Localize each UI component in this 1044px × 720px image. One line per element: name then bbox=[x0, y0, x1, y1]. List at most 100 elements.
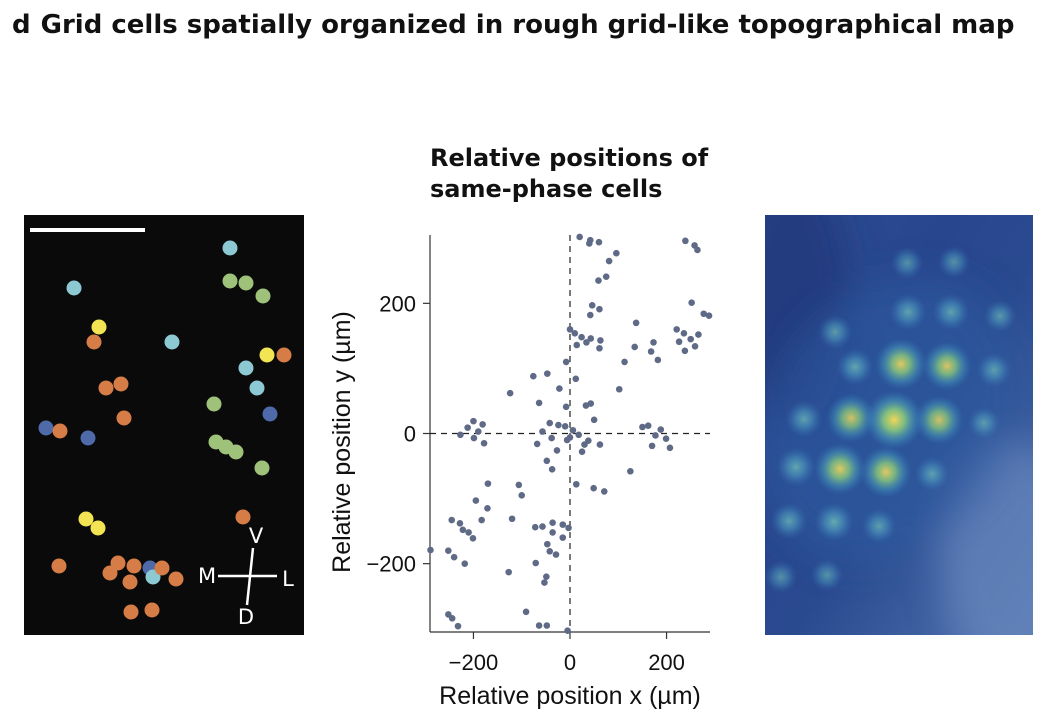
chart-title-line-2: same-phase cells bbox=[430, 175, 663, 203]
cell-dot-green bbox=[222, 273, 238, 289]
scatter-point bbox=[596, 305, 603, 313]
heatmap-blob bbox=[776, 447, 816, 487]
y-tick-label: −200 bbox=[366, 552, 416, 577]
scatter-point bbox=[464, 424, 471, 431]
scatter-point bbox=[474, 428, 482, 435]
scatter-point bbox=[691, 342, 699, 350]
scatter-point bbox=[615, 385, 623, 393]
cell-dot-orange bbox=[144, 602, 160, 618]
cell-dot-cyan bbox=[66, 280, 82, 296]
scatter-point bbox=[573, 341, 581, 349]
scatter-point bbox=[682, 237, 689, 245]
cell-dot-yellow bbox=[91, 319, 107, 335]
panel-letter: d bbox=[12, 10, 31, 40]
scatter-point bbox=[456, 520, 464, 527]
scatter-point bbox=[576, 233, 583, 241]
scatter-point bbox=[571, 329, 579, 337]
scatter-point bbox=[544, 370, 551, 377]
scatter-point bbox=[461, 560, 469, 567]
panel-title: d Grid cells spatially organized in rough… bbox=[12, 10, 1014, 40]
x-ticks: −200 0 200 bbox=[449, 632, 685, 675]
y-ticks: −200 0 200 bbox=[366, 291, 430, 577]
cell-dot-orange bbox=[126, 558, 142, 574]
scatter-point bbox=[457, 431, 464, 439]
heatmap-blob bbox=[861, 508, 897, 544]
scatter-point bbox=[535, 399, 543, 407]
scatter-point bbox=[508, 515, 516, 523]
scatter-point bbox=[613, 249, 620, 257]
heatmap-blob bbox=[765, 560, 798, 594]
x-axis-label: Relative position x (µm) bbox=[439, 682, 701, 710]
heatmap-blob bbox=[976, 352, 1012, 388]
scatter-point bbox=[662, 435, 670, 443]
cell-dots bbox=[38, 240, 292, 620]
cell-dot-blue bbox=[262, 406, 278, 422]
scatter-point bbox=[530, 372, 537, 380]
heatmap-blob bbox=[785, 400, 823, 438]
scatter-point bbox=[561, 423, 569, 430]
y-axis-label: Relative position y (µm) bbox=[328, 311, 356, 573]
scatter-point bbox=[681, 347, 689, 355]
scatter-point bbox=[572, 480, 580, 488]
heatmap-blob bbox=[922, 341, 972, 391]
scatter-point bbox=[459, 526, 467, 534]
scatter-point bbox=[427, 546, 434, 554]
compass-label-d: D bbox=[238, 605, 254, 629]
chart-title-line-1: Relative positions of bbox=[430, 144, 709, 172]
scatter-point bbox=[596, 344, 603, 352]
scatter-point bbox=[543, 573, 550, 580]
scatter-point bbox=[445, 547, 452, 554]
heatmap-blob bbox=[889, 293, 927, 331]
right-heatmap-image bbox=[765, 215, 1033, 635]
scatter-point bbox=[595, 277, 602, 284]
cell-dot-orange bbox=[102, 565, 118, 581]
scatter-point bbox=[565, 524, 572, 532]
cell-dot-orange bbox=[116, 410, 132, 426]
cell-dot-orange bbox=[276, 347, 292, 363]
scatter-point bbox=[650, 339, 657, 346]
scatter-point bbox=[552, 551, 560, 558]
scatter-point bbox=[533, 440, 541, 448]
cell-dot-orange bbox=[110, 555, 126, 571]
scatter-point bbox=[588, 301, 596, 309]
scatter-point bbox=[535, 622, 543, 629]
cell-dot-orange bbox=[86, 334, 102, 350]
cell-dot-yellow bbox=[78, 511, 94, 527]
scatter-point bbox=[548, 434, 555, 442]
scatter-point bbox=[531, 523, 539, 531]
compass-label-v: V bbox=[249, 524, 264, 548]
heatmap-blob bbox=[826, 393, 876, 443]
cell-dot-cyan bbox=[222, 240, 238, 256]
scatter-point bbox=[562, 403, 570, 411]
heatmap-blob bbox=[836, 348, 874, 386]
scatter-point bbox=[639, 423, 646, 431]
scatter-point bbox=[470, 434, 478, 442]
scatter-point bbox=[539, 428, 546, 435]
scatter-point bbox=[605, 257, 613, 265]
scatter-point bbox=[694, 246, 701, 254]
scatter-point bbox=[518, 492, 526, 499]
scatter-point bbox=[566, 326, 574, 333]
y-tick-label: 0 bbox=[404, 422, 416, 447]
heatmap-blob bbox=[864, 390, 924, 450]
scatter-point bbox=[465, 529, 472, 536]
scatter-point bbox=[590, 484, 597, 492]
heatmap-blob bbox=[983, 299, 1017, 333]
heatmap-blob bbox=[914, 395, 964, 445]
scatter-point bbox=[586, 240, 593, 247]
scatter-point bbox=[657, 426, 665, 433]
cell-dot-green bbox=[228, 444, 244, 460]
scatter-point bbox=[647, 348, 655, 355]
scatter-point bbox=[505, 568, 512, 576]
cell-dot-green bbox=[254, 460, 270, 476]
scatter-point bbox=[597, 337, 604, 344]
scatter-point bbox=[548, 465, 556, 473]
cell-dot-orange bbox=[154, 560, 170, 576]
heatmap-blob bbox=[914, 456, 950, 492]
scatter-point bbox=[578, 333, 585, 341]
scatter-plot: −200 0 200 −200 0 200 Relative position x (µ… bbox=[328, 233, 713, 710]
heatmap-blob bbox=[770, 502, 808, 540]
heatmap-blob bbox=[874, 337, 928, 391]
scatter-point bbox=[695, 331, 702, 338]
scatter-point bbox=[448, 615, 456, 622]
